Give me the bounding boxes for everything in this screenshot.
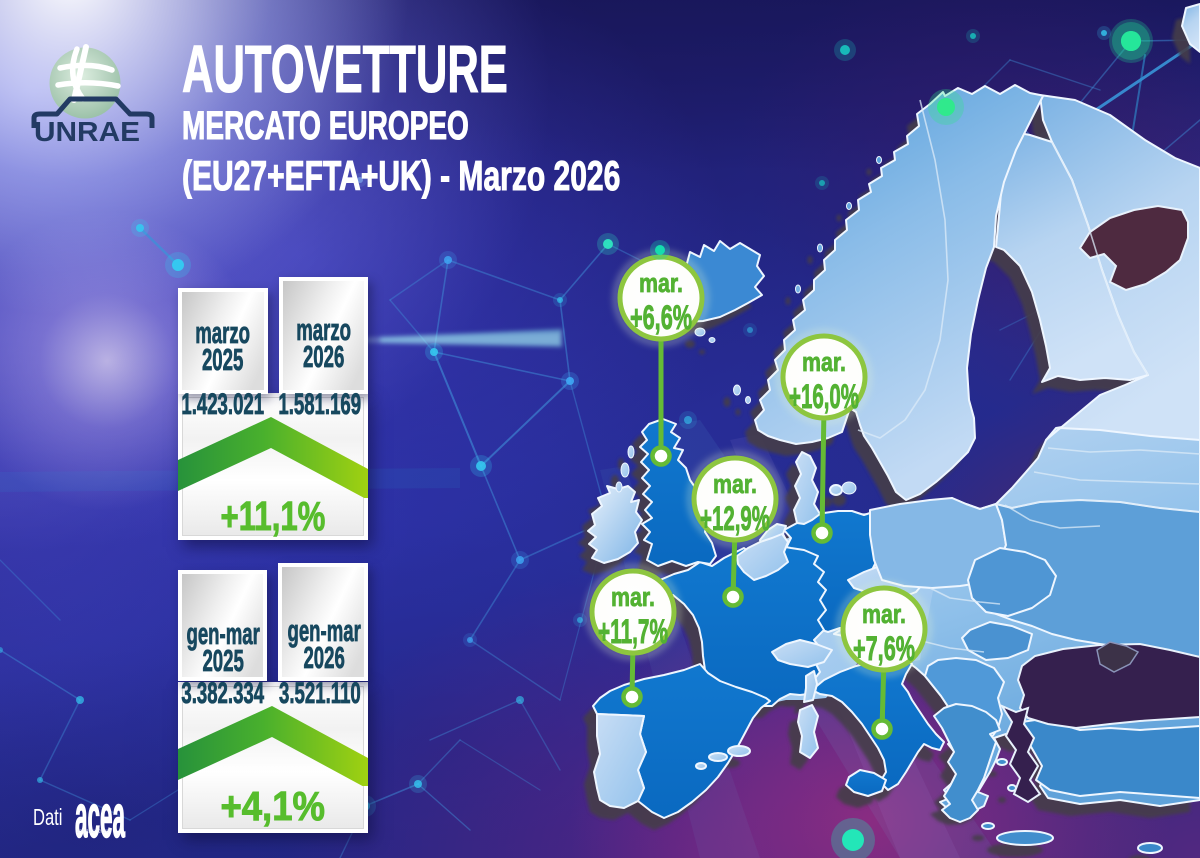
svg-text:mar.: mar.	[802, 347, 846, 377]
svg-text:+11,7%: +11,7%	[598, 613, 668, 651]
svg-text:+7,6%: +7,6%	[853, 630, 915, 668]
svg-text:mar.: mar.	[611, 582, 655, 612]
svg-text:+12,9%: +12,9%	[700, 500, 770, 538]
svg-text:+16,0%: +16,0%	[789, 378, 859, 416]
svg-text:mar.: mar.	[639, 268, 683, 298]
svg-text:+6,6%: +6,6%	[630, 299, 692, 337]
svg-text:mar.: mar.	[713, 469, 757, 499]
svg-text:mar.: mar.	[862, 599, 906, 629]
svg-text:UNRAE: UNRAE	[34, 116, 140, 147]
